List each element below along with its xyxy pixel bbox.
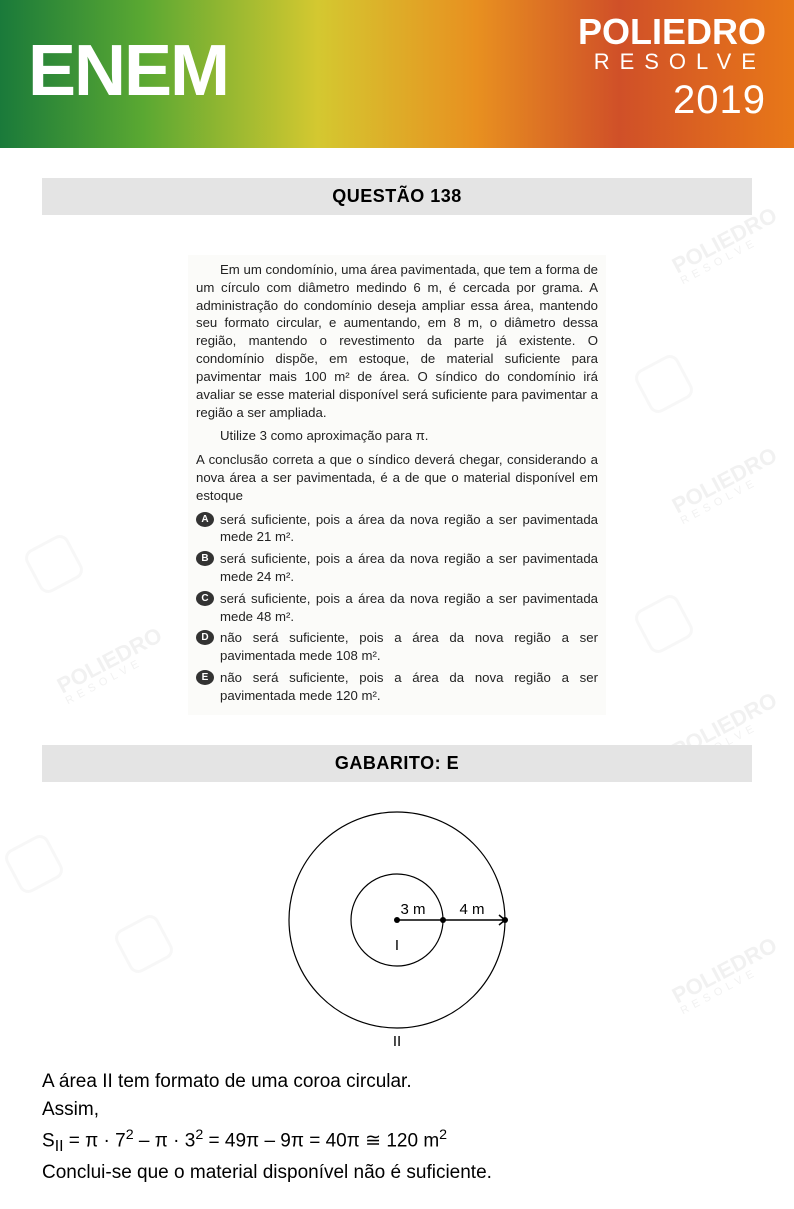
- question-body: Em um condomínio, uma área pavimentada, …: [188, 255, 606, 715]
- question-para1: Em um condomínio, uma área pavimentada, …: [196, 261, 598, 421]
- option-a: A será suficiente, pois a área da nova r…: [196, 511, 598, 547]
- year: 2019: [578, 74, 766, 126]
- header-banner: ENEM POLIEDRO RESOLVE 2019: [0, 0, 794, 148]
- solution-line1: A área II tem formato de uma coroa circu…: [42, 1069, 752, 1096]
- enem-logo: ENEM: [28, 30, 228, 112]
- question-para3: A conclusão correta a que o síndico deve…: [196, 451, 598, 504]
- label-I: I: [395, 937, 399, 954]
- label-4m: 4 m: [459, 901, 484, 918]
- label-II: II: [393, 1033, 401, 1050]
- solution-line3: SII = π · 72 – π · 32 = 49π – 9π = 40π ≅…: [42, 1126, 752, 1158]
- page-content: QUESTÃO 138 Em um condomínio, uma área p…: [0, 178, 794, 1209]
- option-e: E não será suficiente, pois a área da no…: [196, 669, 598, 705]
- poliedro-logo: POLIEDRO: [578, 14, 766, 50]
- solution-line2: Assim,: [42, 1097, 752, 1124]
- solution-diagram: 3 m 4 m I II: [42, 800, 752, 1055]
- option-letter: A: [196, 512, 214, 527]
- question-title-bar: QUESTÃO 138: [42, 178, 752, 215]
- option-d: D não será suficiente, pois a área da no…: [196, 629, 598, 665]
- answer-bar: GABARITO: E: [42, 745, 752, 782]
- options-list: A será suficiente, pois a área da nova r…: [196, 511, 598, 705]
- question-para2: Utilize 3 como aproximação para π.: [196, 427, 598, 445]
- option-c: C será suficiente, pois a área da nova r…: [196, 590, 598, 626]
- option-b: B será suficiente, pois a área da nova r…: [196, 550, 598, 586]
- label-3m: 3 m: [400, 901, 425, 918]
- option-text: será suficiente, pois a área da nova reg…: [220, 511, 598, 547]
- solution-text: A área II tem formato de uma coroa circu…: [42, 1069, 752, 1187]
- poliedro-block: POLIEDRO RESOLVE 2019: [578, 14, 766, 126]
- solution-line4: Conclui-se que o material disponível não…: [42, 1160, 752, 1187]
- poliedro-sub: RESOLVE: [578, 50, 766, 74]
